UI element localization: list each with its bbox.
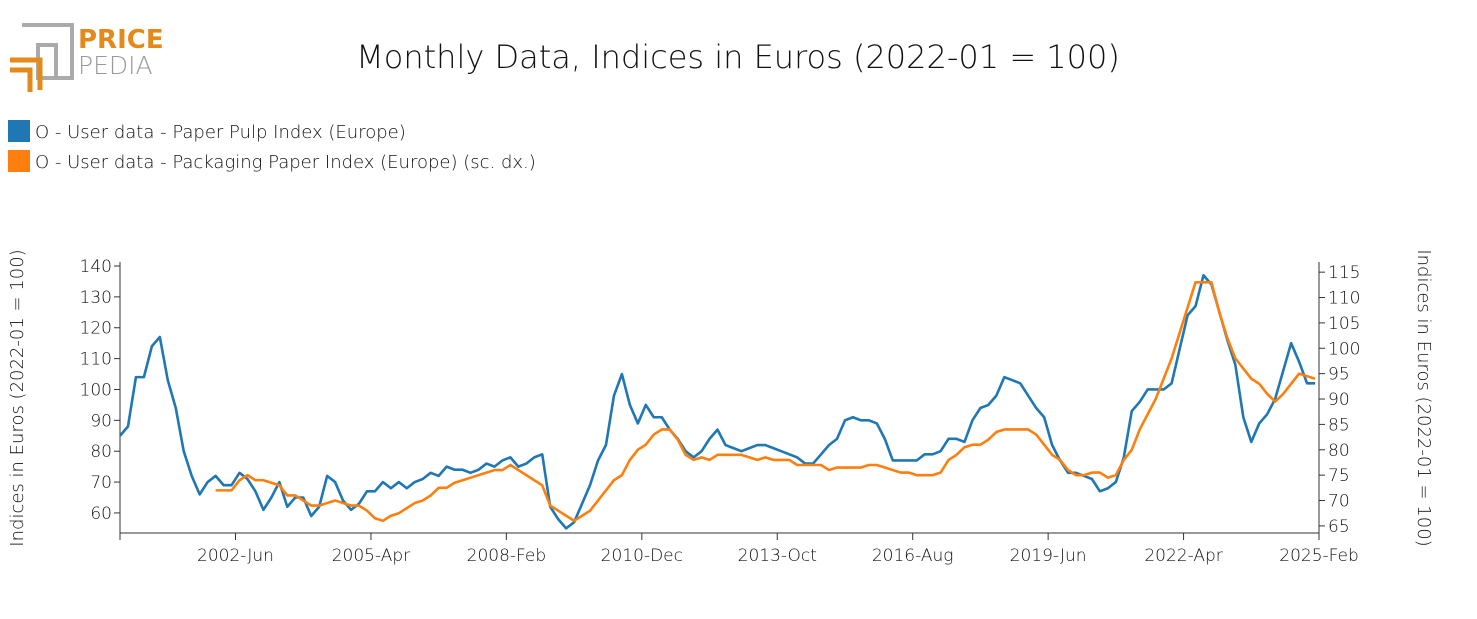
y-tick-label: 110: [80, 350, 112, 370]
x-tick-label: 2022-Apr: [1144, 546, 1222, 566]
logo-bottom: PEDIA: [78, 51, 153, 80]
y-tick-label: 70: [90, 473, 112, 493]
y-tick-label: 90: [90, 411, 112, 431]
legend-swatch: [8, 120, 30, 142]
x-tick-label: 2010-Dec: [601, 546, 683, 566]
y2-tick-label: 80: [1328, 441, 1350, 461]
x-tick-label: 2002-Jun: [197, 546, 274, 566]
logo-top: PRICE: [78, 25, 164, 55]
x-tick-label: 2019-Jun: [1010, 546, 1087, 566]
logo: PRICE PEDIA: [10, 23, 164, 92]
y2-tick-label: 100: [1328, 339, 1360, 359]
x-tick-label: 2016-Aug: [872, 546, 954, 566]
y2-axis-label: Indices in Euros (2022-01 = 100): [1413, 249, 1434, 546]
y-tick-label: 120: [80, 319, 112, 339]
y2-tick-label: 95: [1328, 365, 1350, 385]
legend-label: O - User data - Paper Pulp Index (Europe…: [35, 122, 406, 143]
y2-tick-label: 70: [1328, 492, 1350, 512]
logo-bracket: [10, 57, 43, 92]
y2-tick-label: 75: [1328, 466, 1350, 486]
y-tick-label: 130: [80, 288, 112, 308]
y-axis-label: Indices in Euros (2022-01 = 100): [7, 249, 28, 546]
y2-tick-label: 115: [1328, 263, 1360, 283]
y2-tick-label: 110: [1328, 289, 1360, 309]
x-tick-label: 2013-Oct: [738, 546, 817, 566]
y-tick-label: 140: [80, 257, 112, 277]
x-tick-label: 2025-Feb: [1279, 546, 1359, 566]
x-tick-label: 2005-Apr: [332, 546, 410, 566]
series-line: [215, 281, 1316, 523]
y2-tick-label: 90: [1328, 390, 1350, 410]
chart-title: Monthly Data, Indices in Euros (2022-01 …: [356, 38, 1120, 76]
x-tick-label: 2008-Feb: [467, 546, 547, 566]
y-tick-label: 80: [90, 442, 112, 462]
series-line: [119, 273, 1316, 530]
y2-tick-label: 65: [1328, 517, 1350, 537]
y2-tick-label: 85: [1328, 415, 1350, 435]
y-tick-label: 60: [90, 504, 112, 524]
y2-tick-label: 105: [1328, 314, 1360, 334]
y-tick-label: 100: [80, 380, 112, 400]
legend-label: O - User data - Packaging Paper Index (E…: [35, 152, 536, 173]
legend-swatch: [8, 150, 30, 172]
